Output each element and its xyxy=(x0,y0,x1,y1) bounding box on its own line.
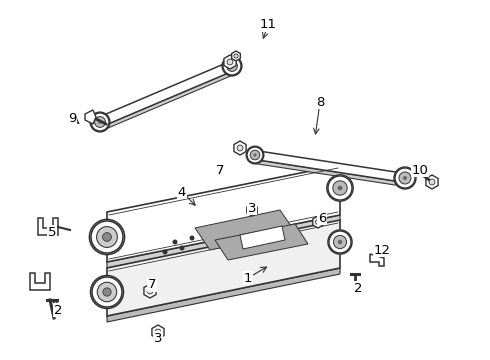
Ellipse shape xyxy=(328,176,352,200)
Ellipse shape xyxy=(89,219,124,255)
Polygon shape xyxy=(254,150,406,183)
Circle shape xyxy=(227,59,233,65)
Polygon shape xyxy=(232,51,240,61)
Ellipse shape xyxy=(230,64,234,68)
Ellipse shape xyxy=(333,235,346,249)
Polygon shape xyxy=(240,226,285,249)
Ellipse shape xyxy=(399,172,411,184)
Text: 1: 1 xyxy=(244,271,252,284)
Ellipse shape xyxy=(338,186,343,190)
Ellipse shape xyxy=(246,146,264,164)
Ellipse shape xyxy=(90,112,110,132)
Ellipse shape xyxy=(327,175,353,201)
Ellipse shape xyxy=(395,168,415,188)
Polygon shape xyxy=(152,325,164,339)
Polygon shape xyxy=(107,215,340,268)
Ellipse shape xyxy=(338,240,342,244)
Ellipse shape xyxy=(247,147,263,163)
Ellipse shape xyxy=(333,181,347,195)
Ellipse shape xyxy=(403,176,407,180)
Polygon shape xyxy=(38,218,58,235)
Ellipse shape xyxy=(91,221,123,253)
Text: 4: 4 xyxy=(178,185,186,198)
Text: 10: 10 xyxy=(412,163,428,176)
Text: 6: 6 xyxy=(318,211,326,225)
Ellipse shape xyxy=(102,233,111,242)
Polygon shape xyxy=(234,141,246,155)
Polygon shape xyxy=(313,216,323,228)
Ellipse shape xyxy=(92,277,122,307)
Circle shape xyxy=(429,179,435,185)
Ellipse shape xyxy=(222,56,242,76)
Ellipse shape xyxy=(98,120,102,124)
Text: 2: 2 xyxy=(54,303,62,316)
Text: 3: 3 xyxy=(248,202,256,215)
Text: 11: 11 xyxy=(260,18,276,31)
Circle shape xyxy=(172,239,177,244)
Ellipse shape xyxy=(97,226,118,247)
Text: 9: 9 xyxy=(68,112,76,125)
Circle shape xyxy=(163,249,168,255)
Circle shape xyxy=(234,54,238,58)
Ellipse shape xyxy=(226,60,237,71)
Ellipse shape xyxy=(95,117,105,127)
Circle shape xyxy=(147,288,153,294)
Ellipse shape xyxy=(253,153,257,157)
Polygon shape xyxy=(85,110,96,124)
Text: 2: 2 xyxy=(354,282,362,294)
Ellipse shape xyxy=(97,282,117,302)
Polygon shape xyxy=(254,159,404,186)
Ellipse shape xyxy=(329,231,351,253)
Ellipse shape xyxy=(328,230,352,254)
Circle shape xyxy=(179,246,185,251)
Text: 5: 5 xyxy=(48,225,56,238)
Polygon shape xyxy=(247,204,257,216)
Text: 12: 12 xyxy=(373,243,391,256)
Polygon shape xyxy=(426,175,438,189)
Text: 7: 7 xyxy=(148,279,156,292)
Polygon shape xyxy=(224,55,236,69)
Polygon shape xyxy=(98,62,234,127)
Polygon shape xyxy=(102,71,234,131)
Ellipse shape xyxy=(91,275,123,309)
Ellipse shape xyxy=(250,150,260,160)
Ellipse shape xyxy=(394,167,416,189)
Circle shape xyxy=(316,220,320,225)
Circle shape xyxy=(237,145,243,151)
Polygon shape xyxy=(144,284,156,298)
Polygon shape xyxy=(30,273,50,290)
Circle shape xyxy=(190,235,195,240)
Polygon shape xyxy=(107,220,340,316)
Ellipse shape xyxy=(223,57,241,75)
Polygon shape xyxy=(107,268,340,322)
Ellipse shape xyxy=(103,288,111,296)
Text: 3: 3 xyxy=(154,332,162,345)
Circle shape xyxy=(249,207,254,212)
Circle shape xyxy=(155,329,161,335)
Polygon shape xyxy=(107,165,340,262)
Text: 8: 8 xyxy=(316,95,324,108)
Ellipse shape xyxy=(91,113,109,131)
Text: 7: 7 xyxy=(216,163,224,176)
Polygon shape xyxy=(215,224,308,260)
Polygon shape xyxy=(370,254,384,266)
Polygon shape xyxy=(195,210,295,250)
